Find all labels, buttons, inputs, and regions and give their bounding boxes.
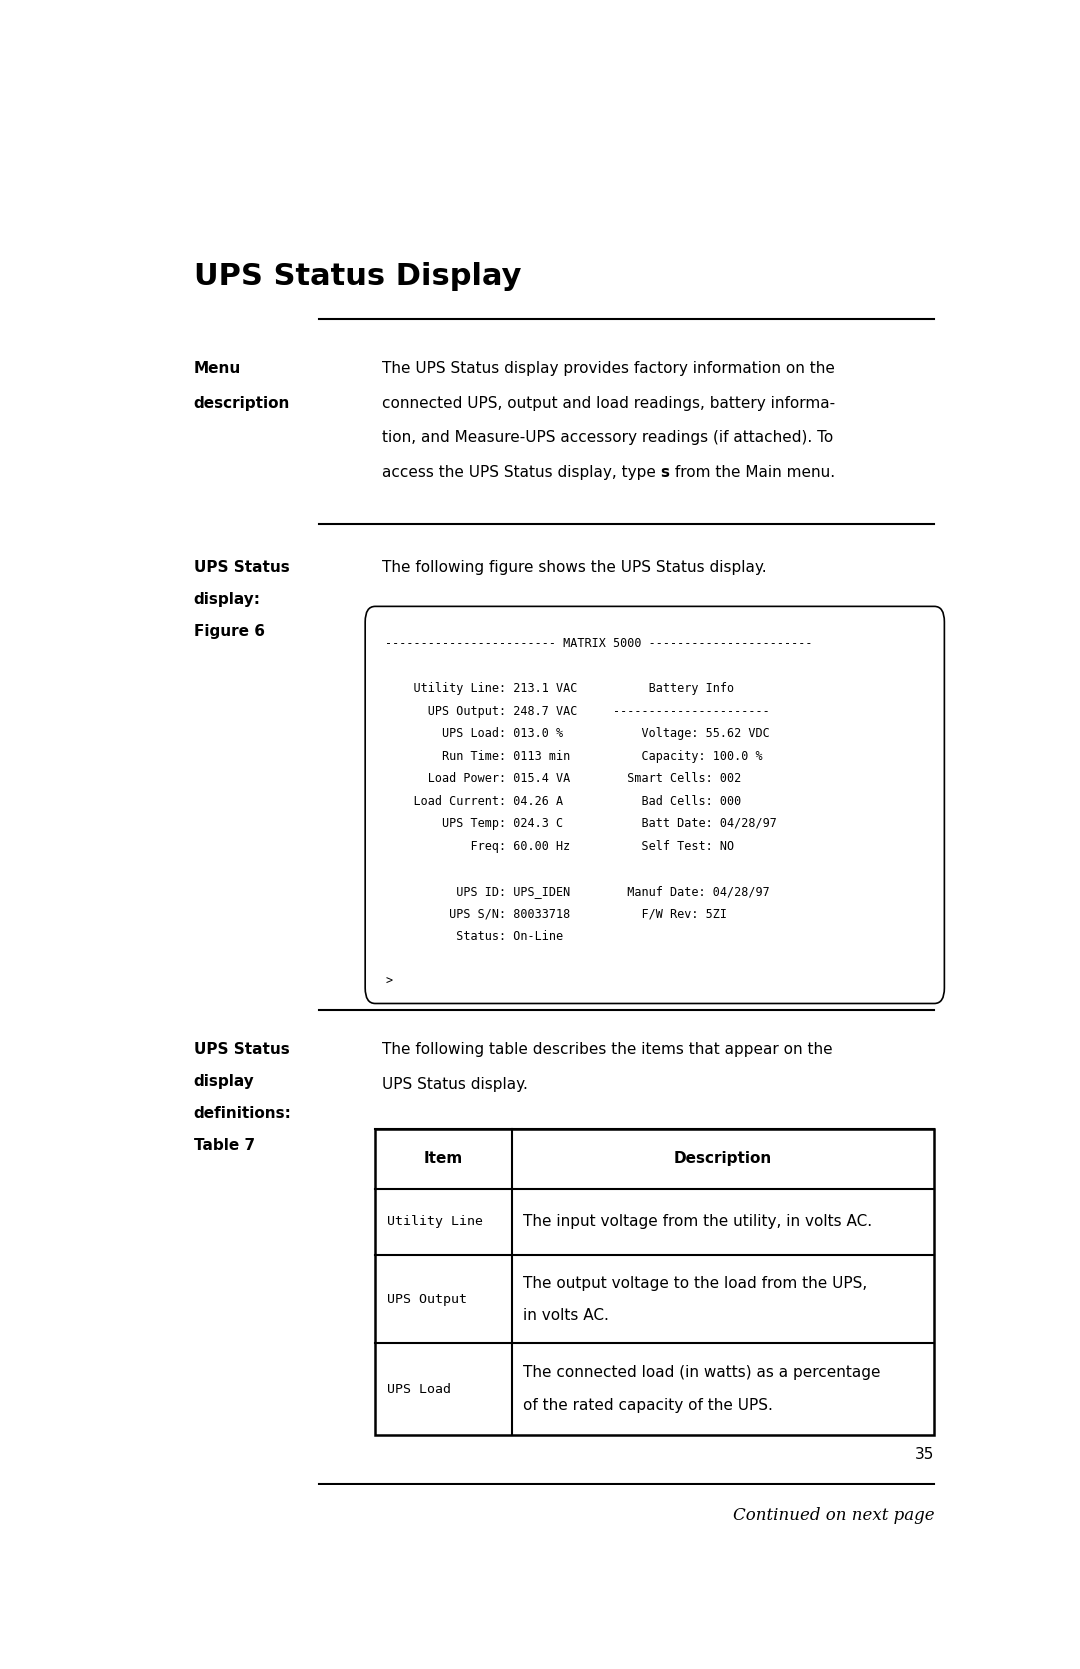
Text: ------------------------ MATRIX 5000 -----------------------: ------------------------ MATRIX 5000 ---… (386, 638, 813, 651)
Text: definitions:: definitions: (193, 1107, 292, 1122)
Text: UPS Status display.: UPS Status display. (382, 1077, 528, 1092)
Text: Figure 6: Figure 6 (193, 624, 265, 639)
Text: UPS Status: UPS Status (193, 1041, 289, 1056)
Text: Description: Description (674, 1152, 772, 1167)
Text: Freq: 60.00 Hz          Self Test: NO: Freq: 60.00 Hz Self Test: NO (386, 840, 734, 853)
Text: UPS Output: 248.7 VAC     ----------------------: UPS Output: 248.7 VAC ------------------… (386, 704, 770, 718)
Text: Load Current: 04.26 A           Bad Cells: 000: Load Current: 04.26 A Bad Cells: 000 (386, 794, 742, 808)
Text: display:: display: (193, 592, 260, 608)
Text: UPS ID: UPS_IDEN        Manuf Date: 04/28/97: UPS ID: UPS_IDEN Manuf Date: 04/28/97 (386, 885, 770, 898)
Text: s: s (661, 466, 670, 481)
Text: UPS Temp: 024.3 C           Batt Date: 04/28/97: UPS Temp: 024.3 C Batt Date: 04/28/97 (386, 818, 778, 829)
FancyBboxPatch shape (365, 606, 944, 1003)
Text: description: description (193, 396, 289, 411)
Text: UPS Status: UPS Status (193, 561, 289, 576)
Text: UPS S/N: 80033718          F/W Rev: 5ZI: UPS S/N: 80033718 F/W Rev: 5ZI (386, 908, 727, 920)
Text: Utility Line: Utility Line (387, 1215, 483, 1228)
Text: Run Time: 0113 min          Capacity: 100.0 %: Run Time: 0113 min Capacity: 100.0 % (386, 749, 762, 763)
Text: Table 7: Table 7 (193, 1138, 255, 1153)
Text: The input voltage from the utility, in volts AC.: The input voltage from the utility, in v… (524, 1215, 873, 1230)
Text: Load Power: 015.4 VA        Smart Cells: 002: Load Power: 015.4 VA Smart Cells: 002 (386, 773, 742, 784)
Text: The following figure shows the UPS Status display.: The following figure shows the UPS Statu… (382, 561, 767, 576)
Bar (375, 1130, 934, 1435)
Text: The output voltage to the load from the UPS,: The output voltage to the load from the … (524, 1275, 867, 1290)
Text: Utility Line: 213.1 VAC          Battery Info: Utility Line: 213.1 VAC Battery Info (386, 683, 734, 696)
Text: tion, and Measure-UPS accessory readings (if attached). To: tion, and Measure-UPS accessory readings… (382, 431, 833, 446)
Text: UPS Load: 013.0 %           Voltage: 55.62 VDC: UPS Load: 013.0 % Voltage: 55.62 VDC (386, 728, 770, 739)
Text: The UPS Status display provides factory information on the: The UPS Status display provides factory … (382, 361, 835, 376)
Text: display: display (193, 1075, 255, 1090)
Text: The following table describes the items that appear on the: The following table describes the items … (382, 1041, 833, 1056)
Text: Menu: Menu (193, 361, 241, 376)
Text: access the UPS Status display, type: access the UPS Status display, type (382, 466, 661, 481)
Text: connected UPS, output and load readings, battery informa-: connected UPS, output and load readings,… (382, 396, 835, 411)
Text: Continued on next page: Continued on next page (732, 1507, 934, 1524)
Text: UPS Load: UPS Load (387, 1382, 451, 1395)
Text: Item: Item (423, 1152, 463, 1167)
Text: of the rated capacity of the UPS.: of the rated capacity of the UPS. (524, 1397, 773, 1412)
Text: 35: 35 (915, 1447, 934, 1462)
Text: in volts AC.: in volts AC. (524, 1307, 609, 1322)
Text: Status: On-Line: Status: On-Line (386, 930, 564, 943)
Text: >: > (386, 975, 392, 988)
Text: UPS Output: UPS Output (387, 1292, 467, 1305)
Text: The connected load (in watts) as a percentage: The connected load (in watts) as a perce… (524, 1365, 881, 1380)
Text: from the Main menu.: from the Main menu. (670, 466, 835, 481)
Text: UPS Status Display: UPS Status Display (193, 262, 521, 290)
